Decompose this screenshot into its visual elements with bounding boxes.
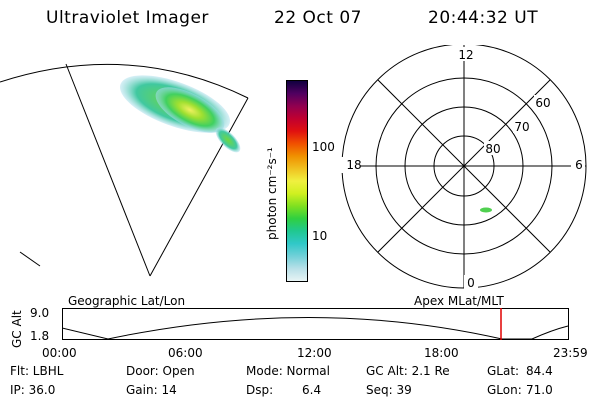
instrument-title: Ultraviolet Imager [46, 8, 209, 28]
ip-value: IP: 36.0 [10, 383, 56, 397]
glon-label: GLon: [487, 383, 522, 397]
lat-label-80: 80 [485, 142, 500, 156]
timeline-x-tick-2: 12:00 [297, 346, 332, 360]
timeline-y-tick-low: 1.8 [30, 329, 50, 343]
colorbar-tick-10: 10 [312, 229, 328, 243]
altitude-curve [62, 317, 569, 340]
glat-label: GLat: [487, 364, 520, 378]
timeline-x-tick-3: 18:00 [424, 346, 459, 360]
timeline-x-tick-4: 23:59 [553, 346, 588, 360]
observation-time: 20:44:32 UT [428, 8, 539, 28]
mlt-label-left: 18 [346, 158, 361, 172]
mode-value: Mode: Normal [246, 364, 330, 378]
geographic-image-panel [0, 63, 249, 277]
timeline-x-tick-1: 06:00 [168, 346, 203, 360]
lat-label-70: 70 [514, 120, 529, 134]
mlt-label-right: 6 [575, 158, 583, 172]
projection-arc [0, 63, 249, 99]
aurora-spot [480, 207, 492, 213]
dsp-label: Dsp: [246, 383, 274, 397]
colorbar [286, 80, 308, 282]
timeline-y-label: GC Alt [10, 310, 24, 348]
meridian-line-2 [149, 97, 249, 277]
colorbar-tick-100: 100 [312, 140, 335, 154]
timeline-x-tick-0: 00:00 [42, 346, 77, 360]
timeline-y-tick-high: 9.0 [30, 306, 50, 320]
timeline-right-title: Apex MLat/MLT [414, 294, 504, 308]
glon-value: 71.0 [526, 383, 553, 397]
gc-alt-value: GC Alt: 2.1 Re [366, 364, 450, 378]
lat-label-60: 60 [535, 96, 550, 110]
timeline-frame [62, 308, 569, 340]
colorbar-gradient [287, 81, 307, 281]
meridian-line-1 [65, 63, 151, 277]
gain-value: Gain: 14 [126, 383, 177, 397]
mlt-label-bottom: 0 [467, 276, 475, 290]
aurora-emission-tail [215, 127, 241, 153]
mlt-label-top: 12 [458, 48, 473, 62]
meridian-line-3 [19, 251, 41, 267]
observation-date: 22 Oct 07 [274, 8, 362, 28]
aurora-emission-core [155, 87, 225, 133]
dsp-value: 6.4 [302, 383, 322, 397]
door-status: Door: Open [126, 364, 195, 378]
polar-plot: 12 6 18 0 60 70 80 [340, 45, 587, 290]
seq-value: Seq: 39 [366, 383, 412, 397]
filter-value: Flt: LBHL [10, 364, 64, 378]
glat-value: 84.4 [526, 364, 553, 378]
colorbar-unit-label: photon cm⁻²s⁻¹ [265, 147, 279, 240]
timeline-plot [62, 308, 569, 340]
mlt-line-diag-2 [377, 79, 551, 253]
timeline-left-title: Geographic Lat/Lon [68, 294, 186, 308]
